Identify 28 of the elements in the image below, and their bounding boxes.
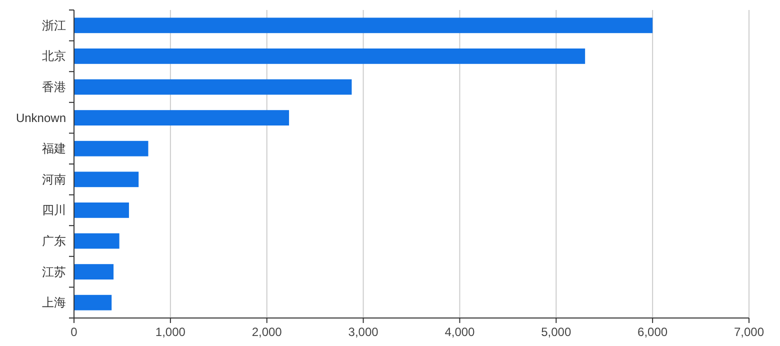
y-tick-label: Unknown — [16, 110, 66, 125]
x-tick-label: 5,000 — [541, 325, 572, 339]
y-tick-label: 香港 — [42, 80, 66, 94]
bar — [74, 172, 139, 188]
x-tick-label: 7,000 — [734, 325, 764, 339]
y-tick-label: 北京 — [42, 49, 66, 64]
bar — [74, 18, 653, 34]
y-tick-label: 广东 — [42, 234, 66, 248]
x-tick-label: 1,000 — [155, 325, 186, 339]
x-tick-label: 4,000 — [444, 325, 476, 339]
y-tick-label: 浙江 — [42, 18, 66, 32]
y-tick-label: 江苏 — [42, 264, 66, 279]
x-tick-label: 0 — [70, 325, 78, 339]
bar — [74, 140, 148, 156]
y-tick-label: 福建 — [42, 142, 66, 156]
bar — [74, 48, 586, 64]
x-tick-label: 2,000 — [252, 325, 282, 339]
x-tick-label: 6,000 — [638, 325, 668, 339]
y-tick-label: 河南 — [42, 172, 66, 186]
bar — [74, 110, 290, 126]
y-tick-label: 四川 — [42, 203, 66, 218]
bar — [74, 79, 352, 95]
bar — [74, 264, 114, 280]
bar — [74, 202, 129, 218]
bar — [74, 233, 120, 249]
y-tick-label: 上海 — [42, 296, 66, 310]
x-tick-label: 3,000 — [348, 325, 379, 339]
bar — [74, 294, 112, 310]
